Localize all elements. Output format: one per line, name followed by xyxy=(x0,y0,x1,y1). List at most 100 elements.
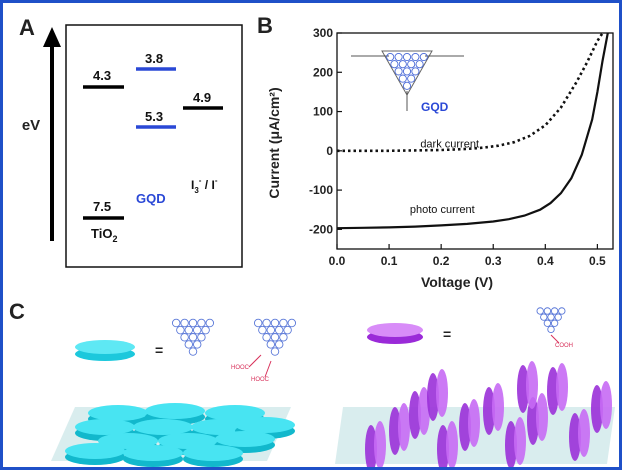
panel-a-letter: A xyxy=(19,15,35,40)
inset-hexagon xyxy=(407,74,416,83)
purple-disc xyxy=(389,407,401,455)
purple-disc xyxy=(374,421,386,467)
inset-hexagon xyxy=(398,74,407,83)
energy-axis-arrowhead xyxy=(43,27,61,47)
inset-hexagon xyxy=(411,67,420,76)
panel-b-letter: B xyxy=(257,13,273,38)
molecule-ring xyxy=(543,319,552,327)
molecule-ring xyxy=(550,307,559,315)
gqd-cooh-molecule-icon xyxy=(536,307,566,344)
redox-label: I3- / I- xyxy=(191,176,218,195)
inset-hexagon xyxy=(415,60,424,69)
purple-disc xyxy=(514,417,526,465)
inset-gqd-label: GQD xyxy=(421,100,449,114)
tio2-vb-value: 7.5 xyxy=(93,199,111,214)
purple-disc xyxy=(446,421,458,467)
molecule-ring xyxy=(274,340,284,349)
gqd-acid-molecule-icon xyxy=(248,318,297,378)
purple-disc xyxy=(505,421,517,467)
inset-hexagon xyxy=(407,60,416,69)
molecule-ring xyxy=(270,333,280,342)
gqd-molecule-icon xyxy=(171,318,215,356)
molecule-ring xyxy=(543,307,552,315)
molecule-ring xyxy=(180,333,189,342)
inset-hexagon xyxy=(419,52,428,62)
y-tick-label: 200 xyxy=(313,65,333,79)
tio2-cb-value: 4.3 xyxy=(93,68,111,83)
molecule-ring xyxy=(188,318,198,328)
inset-hexagon xyxy=(411,52,420,62)
purple-disc xyxy=(437,425,449,467)
acid-chain xyxy=(550,334,560,344)
x-tick-label: 0.5 xyxy=(589,254,606,268)
molecule-ring xyxy=(547,325,555,334)
cyan-disc xyxy=(133,419,193,435)
photo-current-line xyxy=(336,32,609,230)
gqd-label: GQD xyxy=(136,191,166,206)
molecule-ring xyxy=(184,325,194,335)
x-tick-label: 0.0 xyxy=(329,254,346,268)
purple-disc xyxy=(536,393,548,441)
inset-hexagon xyxy=(398,60,407,69)
dark-current-label: dark current xyxy=(420,138,479,150)
molecule-ring xyxy=(550,319,559,327)
purple-disc xyxy=(547,367,559,415)
cyan-disc xyxy=(65,443,125,459)
purple-disc xyxy=(600,381,612,429)
purple-disc xyxy=(398,403,410,451)
purple-disc xyxy=(418,387,430,435)
purple-disc xyxy=(427,373,439,421)
molecule-ring xyxy=(262,333,271,342)
gqd-lumo-value: 3.8 xyxy=(145,51,163,66)
inset-hexagon xyxy=(394,52,403,62)
energy-diagram-box xyxy=(65,24,243,268)
inset-hexagon xyxy=(386,52,395,62)
molecule-ring xyxy=(279,333,288,342)
equals-left: = xyxy=(155,342,163,358)
molecule-ring xyxy=(188,333,198,342)
x-tick-label: 0.4 xyxy=(537,254,554,268)
inset-hexagon xyxy=(390,60,399,69)
purple-disc-top xyxy=(367,323,423,337)
cyan-disc xyxy=(205,405,265,421)
redox-value: 4.9 xyxy=(193,90,211,105)
molecule-ring xyxy=(274,325,284,335)
molecule-ring xyxy=(176,325,185,335)
molecule-ring xyxy=(253,318,263,328)
y-tick-label: 0 xyxy=(326,144,333,158)
cyan-disc-top xyxy=(75,340,135,354)
dark-current-line xyxy=(337,32,604,153)
x-axis-title: Voltage (V) xyxy=(421,274,493,290)
molecule-ring xyxy=(287,318,297,328)
y-axis-title: Current (μA/cm²) xyxy=(266,87,282,198)
molecule-ring xyxy=(197,318,206,328)
y-tick-label: 100 xyxy=(313,105,333,119)
molecule-ring xyxy=(197,333,206,342)
gqd-homo-value: 5.3 xyxy=(145,109,163,124)
inset-hexagon xyxy=(402,67,412,76)
purple-edge-on-stack xyxy=(365,361,612,467)
molecule-ring xyxy=(180,318,189,328)
cyan-disc xyxy=(215,431,275,447)
inset-hexagon xyxy=(394,67,403,76)
molecule-ring xyxy=(192,340,202,349)
cyan-disc xyxy=(183,445,243,461)
molecule-ring xyxy=(283,325,292,335)
molecule-ring xyxy=(262,318,271,328)
molecule-ring xyxy=(201,325,210,335)
inset-triangle xyxy=(381,50,433,97)
purple-disc xyxy=(556,363,568,411)
molecule-ring xyxy=(258,325,267,335)
molecule-ring xyxy=(270,318,280,328)
y-tick-label: -200 xyxy=(309,222,333,236)
molecule-ring xyxy=(547,313,555,321)
cyan-disc xyxy=(88,405,148,421)
purple-disc xyxy=(569,413,581,461)
gqd-inset: GQD xyxy=(351,50,464,114)
molecule-ring xyxy=(192,325,202,335)
y-tick-label: 300 xyxy=(313,26,333,40)
acid-chain xyxy=(264,360,272,378)
cyan-disc xyxy=(123,445,183,461)
molecule-ring xyxy=(536,307,544,315)
